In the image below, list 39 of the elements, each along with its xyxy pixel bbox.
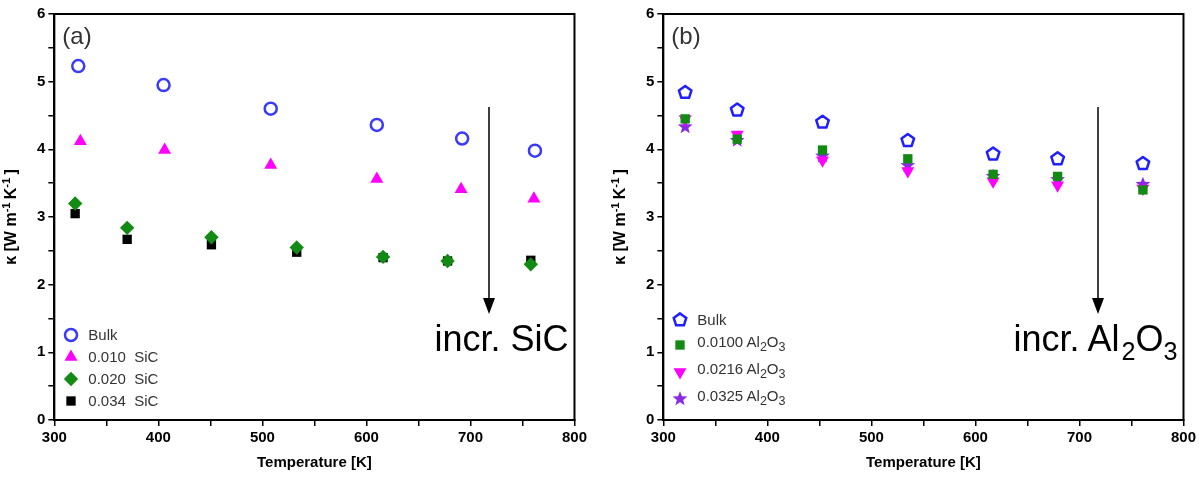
y-tick-label: 6 — [37, 4, 46, 22]
x-axis-title: Temperature [K] — [257, 453, 372, 471]
x-tick-label: 800 — [561, 428, 587, 446]
legend-label: 0.034 SiC — [88, 391, 159, 411]
annotation: (b) — [671, 22, 701, 49]
y-tick-label: 0 — [37, 410, 46, 428]
legend-label: 0.020 SiC — [88, 369, 159, 389]
y-tick-label: 0 — [646, 410, 655, 428]
legend-label: 0.0100 Al$_{2}$O$_{3}$ — [697, 332, 786, 356]
y-tick-label: 5 — [646, 71, 655, 89]
legend-label: Bulk — [88, 325, 118, 345]
y-tick-label: 2 — [646, 274, 655, 292]
y-tick-label: 5 — [37, 71, 46, 89]
x-tick-label: 400 — [145, 428, 171, 446]
y-tick-label: 6 — [646, 4, 655, 22]
x-tick-label: 500 — [858, 428, 884, 446]
x-tick-label: 300 — [650, 428, 676, 446]
x-tick-label: 700 — [457, 428, 483, 446]
legend-label: 0.0325 Al$_{2}$O$_{3}$ — [697, 386, 786, 410]
x-axis-title: Temperature [K] — [866, 453, 981, 471]
x-tick-label: 800 — [1170, 428, 1196, 446]
legend-label: Bulk — [697, 310, 727, 330]
y-tick-label: 2 — [37, 274, 46, 292]
x-tick-label: 600 — [962, 428, 988, 446]
y-tick-label: 3 — [37, 207, 46, 225]
x-tick-label: 500 — [249, 428, 275, 446]
y-tick-label: 4 — [37, 139, 46, 157]
annotation: incr. SiC — [434, 317, 569, 359]
x-tick-label: 400 — [754, 428, 780, 446]
y-tick-label: 4 — [646, 139, 655, 157]
legend-label: 0.010 SiC — [88, 347, 159, 367]
legend-label: 0.0216 Al$_{2}$O$_{3}$ — [697, 359, 786, 383]
y-tick-label: 1 — [646, 342, 655, 360]
x-tick-label: 600 — [353, 428, 379, 446]
x-tick-label: 700 — [1066, 428, 1092, 446]
annotation: (a) — [62, 22, 92, 49]
y-tick-label: 3 — [646, 207, 655, 225]
x-tick-label: 300 — [41, 428, 67, 446]
y-tick-label: 1 — [37, 342, 46, 360]
